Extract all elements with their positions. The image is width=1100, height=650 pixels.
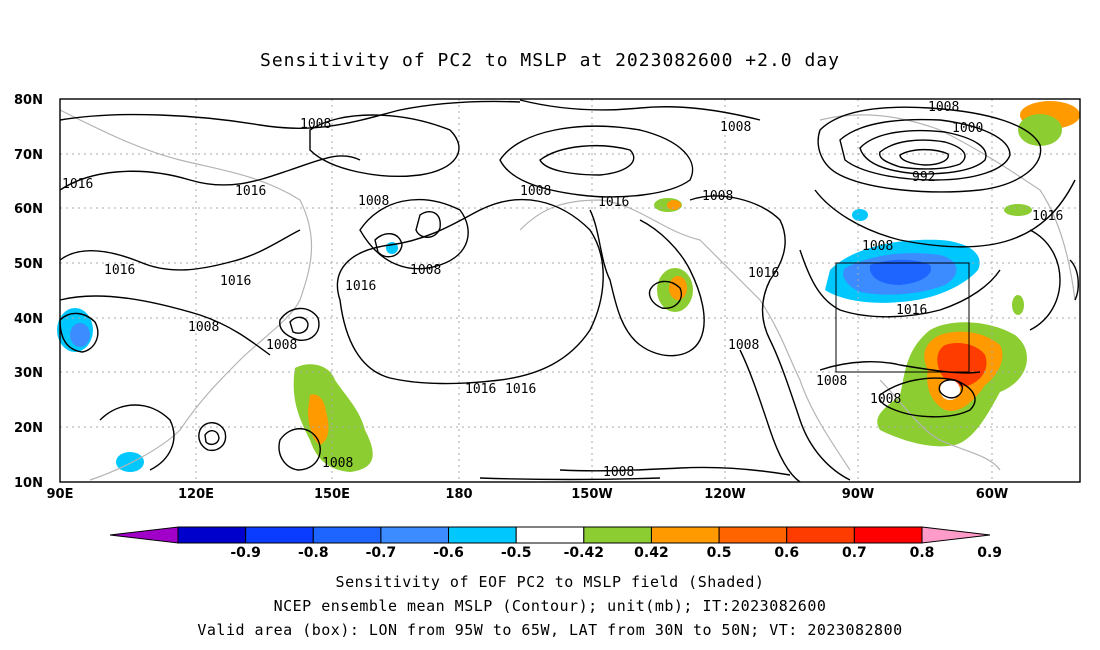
shade-positive-region — [937, 343, 987, 387]
contour-label: 1008 — [322, 456, 353, 471]
colorbar-swatch — [650, 526, 720, 544]
contour-label: 1008 — [520, 184, 551, 199]
lon-label: 120W — [704, 487, 745, 502]
lon-label: 120E — [178, 487, 214, 502]
colorbar-swatch — [177, 526, 247, 544]
colorbar-swatch — [583, 526, 652, 544]
contour-label: 1008 — [702, 189, 733, 204]
colorbar-swatch — [312, 526, 382, 544]
contour-label: 1016 — [235, 184, 266, 199]
contour-label: 1008 — [188, 320, 219, 335]
colorbar-label: -0.9 — [230, 545, 261, 561]
contour-label: 1016 — [62, 177, 93, 192]
contour-label: 1008 — [862, 239, 893, 254]
contour-label: 1008 — [300, 117, 331, 132]
shade-positive-patch — [1018, 114, 1062, 146]
map-panel: 1008 1016 1016 1008 1016 1016 1008 1008 … — [57, 98, 1081, 483]
contour-label: 1008 — [410, 263, 441, 278]
contour-label: 1008 — [728, 338, 759, 353]
colorbar-swatch — [448, 526, 517, 544]
colorbar-swatch — [786, 526, 855, 544]
colorbar-label: -0.8 — [298, 545, 329, 561]
lon-label: 90E — [47, 487, 74, 502]
valid-area-box — [835, 262, 970, 373]
contour-label: 1008 — [603, 465, 634, 480]
lon-label: 60W — [976, 487, 1008, 502]
contour-label: 1000 — [952, 121, 983, 136]
contour-label: 1008 — [816, 374, 847, 389]
coastlines — [59, 109, 1076, 481]
contour-label: 1008 — [720, 120, 751, 135]
lon-label: 150E — [314, 487, 350, 502]
lat-label: 60N — [14, 202, 43, 217]
contour-label: 1008 — [358, 194, 389, 209]
colorbar-label: 0.42 — [634, 545, 669, 561]
shade-negative-patch — [70, 323, 90, 347]
lon-label: 150W — [571, 487, 612, 502]
contour-label: 1016 — [345, 279, 376, 294]
contour-label: 1016 — [1032, 209, 1063, 224]
colorbar-swatch — [718, 526, 788, 544]
footer-line-1: Sensitivity of EOF PC2 to MSLP field (Sh… — [335, 573, 765, 591]
graticule — [60, 99, 1080, 482]
mslp-contours — [59, 99, 1079, 483]
colorbar-arrow-high — [921, 526, 991, 544]
footer-line-2: NCEP ensemble mean MSLP (Contour); unit(… — [273, 597, 827, 615]
shading-layer — [57, 101, 1080, 472]
lat-label: 40N — [14, 312, 43, 327]
shade-negative-patch — [852, 209, 868, 221]
colorbar-label: -0.6 — [433, 545, 464, 561]
map-frame — [59, 98, 1081, 483]
contour-label: 1008 — [266, 338, 297, 353]
contour-label: 1008 — [928, 100, 959, 115]
lat-label: 10N — [14, 476, 43, 491]
lon-label: 180 — [445, 487, 472, 502]
contour-labels: 1008 1016 1016 1008 1016 1016 1008 1008 … — [62, 100, 1063, 480]
lon-label: 90W — [842, 487, 874, 502]
colorbar-swatch — [853, 526, 923, 544]
colorbar-swatch — [380, 526, 450, 544]
footer-line-3: Valid area (box): LON from 95W to 65W, L… — [197, 621, 903, 639]
contour-label: 1008 — [870, 392, 901, 407]
lat-label: 20N — [14, 421, 43, 436]
colorbar-label: -0.5 — [501, 545, 532, 561]
contour-label: 1016 — [220, 274, 251, 289]
contour-label: 1016 — [748, 266, 779, 281]
lat-label: 30N — [14, 366, 43, 381]
shade-positive-region — [308, 394, 329, 445]
shade-positive-patch — [1004, 204, 1032, 216]
colorbar-label: 0.5 — [707, 545, 732, 561]
shade-negative-patch — [116, 452, 144, 472]
shade-positive-region — [293, 364, 373, 472]
contour-label: 1016 — [896, 303, 927, 318]
colorbar-swatch — [245, 526, 314, 544]
contour-label: 992 — [912, 170, 935, 185]
lon-axis: 90E 120E 150E 180 150W 120W 90W 60W — [47, 487, 1009, 502]
shade-negative-region — [869, 259, 931, 285]
colorbar-label: 0.7 — [842, 545, 867, 561]
contour-label: 1016 — [505, 382, 536, 397]
lat-axis: 80N 70N 60N 50N 40N 30N 20N 10N — [14, 93, 43, 491]
contour-label: 1016 — [104, 263, 135, 278]
colorbar-label: -0.42 — [564, 545, 604, 561]
colorbar: -0.9 -0.8 -0.7 -0.6 -0.5 -0.42 0.42 0.5 0.6 0.7 0.… — [109, 526, 1002, 561]
shade-positive-patch — [669, 276, 687, 300]
lat-label: 50N — [14, 257, 43, 272]
contour-label: 1016 — [465, 382, 496, 397]
colorbar-arrow-low — [109, 526, 179, 544]
shade-positive-patch — [1012, 295, 1024, 315]
lat-label: 80N — [14, 93, 43, 108]
lat-label: 70N — [14, 148, 43, 163]
colorbar-swatch — [515, 526, 585, 544]
colorbar-label: 0.6 — [774, 545, 799, 561]
contour-label: 1016 — [598, 195, 629, 210]
shade-positive-patch — [667, 200, 681, 210]
colorbar-label: 0.8 — [910, 545, 935, 561]
shade-low-center — [940, 380, 960, 400]
colorbar-label: 0.9 — [977, 545, 1002, 561]
chart-title: Sensitivity of PC2 to MSLP at 2023082600… — [259, 50, 840, 71]
colorbar-label: -0.7 — [366, 545, 397, 561]
